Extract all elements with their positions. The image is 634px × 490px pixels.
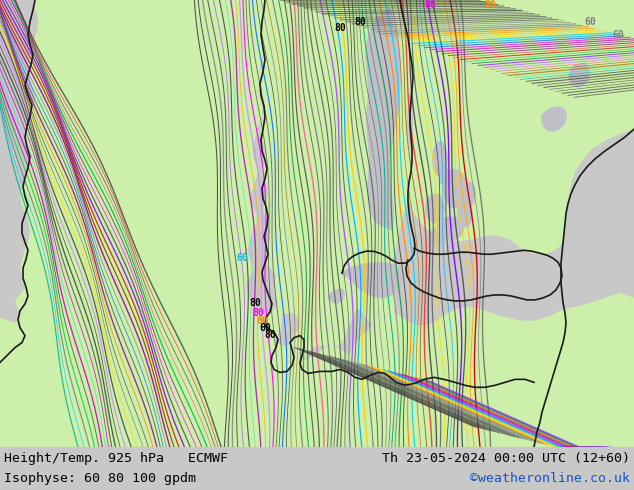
- Text: 80: 80: [424, 0, 436, 10]
- Text: Height/Temp. 925 hPa   ECMWF: Height/Temp. 925 hPa ECMWF: [4, 452, 228, 465]
- Text: Isophyse: 60 80 100 gpdm: Isophyse: 60 80 100 gpdm: [4, 472, 196, 485]
- Polygon shape: [568, 63, 590, 87]
- Text: 80: 80: [264, 330, 276, 340]
- Text: 80: 80: [354, 17, 366, 27]
- Polygon shape: [328, 288, 345, 304]
- Text: 80: 80: [252, 308, 264, 318]
- Ellipse shape: [432, 141, 448, 177]
- Ellipse shape: [436, 217, 464, 240]
- Text: 80: 80: [334, 23, 346, 33]
- Text: 80: 80: [249, 298, 261, 308]
- Text: 60: 60: [584, 17, 596, 27]
- Polygon shape: [400, 0, 634, 254]
- Text: Th 23-05-2024 00:00 UTC (12+60): Th 23-05-2024 00:00 UTC (12+60): [382, 452, 630, 465]
- Text: 60: 60: [259, 323, 271, 333]
- Ellipse shape: [457, 199, 473, 227]
- Ellipse shape: [443, 169, 467, 209]
- Text: 80: 80: [256, 316, 268, 326]
- Text: 60: 60: [612, 30, 624, 40]
- Polygon shape: [257, 0, 413, 362]
- Polygon shape: [365, 8, 401, 231]
- Text: 80: 80: [484, 0, 496, 10]
- Polygon shape: [541, 106, 567, 132]
- Ellipse shape: [430, 226, 446, 246]
- Ellipse shape: [439, 167, 451, 187]
- Polygon shape: [340, 293, 634, 447]
- Ellipse shape: [425, 194, 445, 223]
- Text: ©weatheronline.co.uk: ©weatheronline.co.uk: [470, 472, 630, 485]
- Ellipse shape: [464, 182, 476, 206]
- Text: 60: 60: [236, 253, 248, 263]
- Polygon shape: [340, 262, 402, 298]
- Polygon shape: [0, 0, 380, 447]
